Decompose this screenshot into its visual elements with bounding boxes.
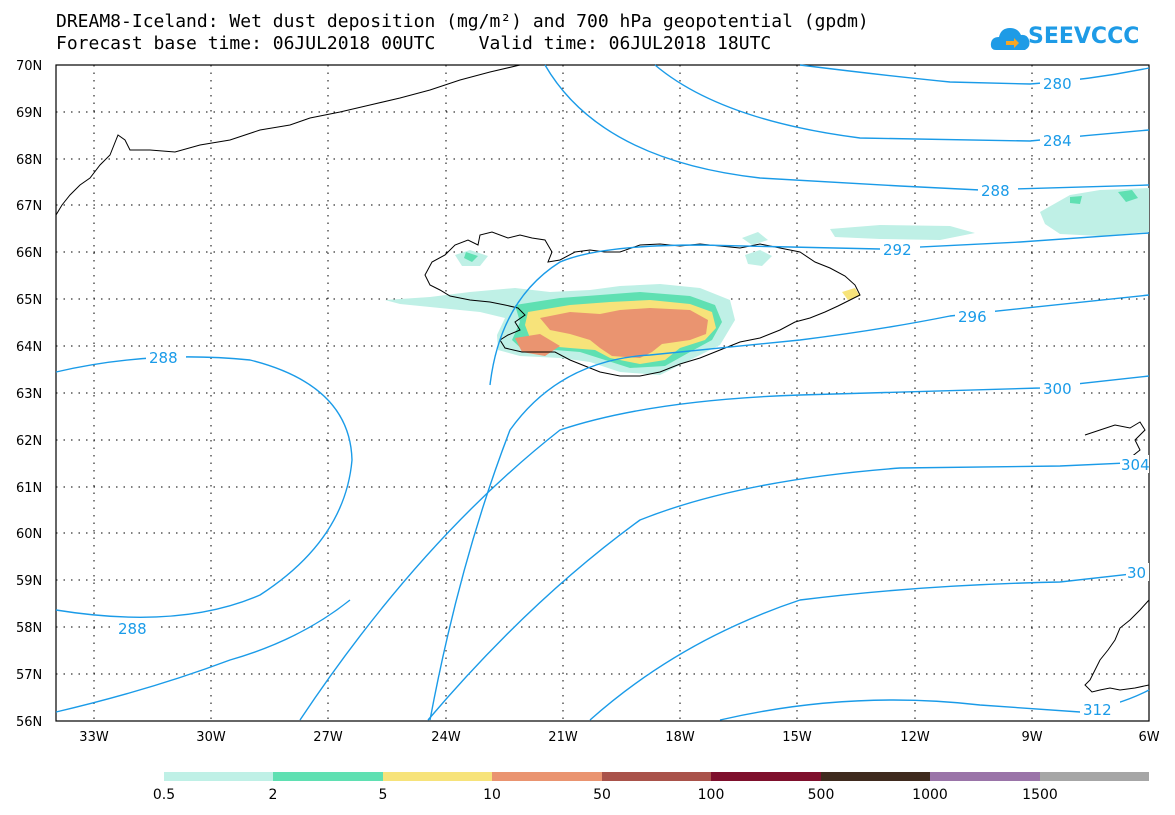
contour-label-288-south: 288 (118, 620, 147, 638)
greenland-coast (55, 64, 521, 216)
legend-label: 1000 (912, 787, 948, 803)
lat-label: 65N (16, 293, 42, 308)
dust-area-light-east (830, 225, 975, 240)
contour-label-288-west: 288 (149, 349, 178, 367)
contour-280 (799, 64, 1150, 85)
logo-text: SEEVCCC (1028, 24, 1140, 49)
legend-swatch (164, 772, 273, 781)
lon-label: 27W (313, 730, 343, 745)
legend-swatch (711, 772, 821, 781)
lon-label: 30W (196, 730, 226, 745)
lon-label: 33W (79, 730, 109, 745)
dust-area-green-ne2 (1070, 196, 1082, 204)
lat-label: 59N (16, 574, 42, 589)
lat-label: 63N (16, 387, 42, 402)
contour-288-north (544, 64, 1150, 191)
map-title: DREAM8-Iceland: Wet dust deposition (mg/… (56, 11, 869, 32)
dust-area-light-n2 (742, 232, 768, 245)
dust-deposition-shading (385, 188, 1149, 375)
iceland-coast (424, 231, 861, 377)
longitude-labels: 33W 30W 27W 24W 21W 18W 15W 12W 9W 6W (79, 730, 1159, 745)
cloud-icon (990, 28, 1030, 50)
dust-area-green-ne (1118, 190, 1138, 202)
lat-label: 70N (16, 59, 42, 74)
contour-296 (429, 294, 1150, 721)
lat-label: 60N (16, 527, 42, 542)
lon-label: 12W (900, 730, 930, 745)
legend-label: 1500 (1022, 787, 1058, 803)
contour-labels: 280 284 288 292 296 300 304 30 312 288 2… (115, 74, 1150, 719)
legend-label: 50 (593, 787, 611, 803)
lat-label: 57N (16, 668, 42, 683)
legend-label: 100 (697, 787, 725, 803)
legend-swatch (821, 772, 930, 781)
coastlines (55, 64, 1150, 693)
lat-label: 58N (16, 621, 42, 636)
contour-label-284: 284 (1043, 132, 1072, 150)
lat-label: 56N (16, 715, 42, 730)
legend-swatch (383, 772, 492, 781)
lon-label: 6W (1138, 730, 1159, 745)
lat-label: 69N (16, 106, 42, 121)
contour-label-300: 300 (1043, 380, 1072, 398)
contour-304 (427, 461, 1150, 721)
legend-label: 0.5 (152, 787, 176, 803)
contour-288-southwest (55, 599, 351, 713)
dust-area-green-nw (464, 252, 478, 262)
dust-area-orange (540, 308, 708, 358)
lat-label: 66N (16, 246, 42, 261)
contour-label-288-north: 288 (981, 182, 1010, 200)
logo (990, 28, 1030, 50)
lat-label: 61N (16, 481, 42, 496)
lon-label: 24W (431, 730, 461, 745)
dust-area-orange-sw (515, 334, 560, 356)
contour-label-292: 292 (883, 241, 912, 259)
lon-label: 21W (548, 730, 578, 745)
contour-308 (589, 571, 1150, 721)
britain-coast (1084, 599, 1150, 693)
legend-swatch (492, 772, 602, 781)
contour-label-280: 280 (1043, 75, 1072, 93)
lon-label: 9W (1021, 730, 1042, 745)
contour-label-312: 312 (1083, 701, 1112, 719)
contour-label-308: 30 (1127, 564, 1146, 582)
legend-swatch (602, 772, 711, 781)
legend-label: 5 (378, 787, 388, 803)
lon-label: 15W (782, 730, 812, 745)
legend-swatch (1040, 772, 1149, 781)
contour-300 (299, 375, 1150, 721)
contour-label-296: 296 (958, 308, 987, 326)
legend-label: 2 (268, 787, 278, 803)
legend-label: 500 (807, 787, 835, 803)
legend-swatch (930, 772, 1040, 781)
scotland-coast (1084, 421, 1146, 466)
latitude-labels: 70N 69N 68N 67N 66N 65N 64N 63N 62N 61N … (16, 59, 42, 730)
contour-284 (654, 64, 1150, 142)
contour-label-304: 304 (1121, 456, 1150, 474)
geopotential-contours (55, 64, 1150, 721)
lat-label: 64N (16, 340, 42, 355)
legend-swatch (273, 772, 383, 781)
map-subtitle: Forecast base time: 06JUL2018 00UTC Vali… (56, 33, 772, 54)
contour-292 (489, 232, 1150, 386)
dust-area-light-n (745, 250, 772, 266)
lon-label: 18W (665, 730, 695, 745)
legend-label: 10 (483, 787, 501, 803)
lat-label: 68N (16, 153, 42, 168)
map-frame (55, 64, 1150, 722)
dust-area-light-ne (1040, 188, 1149, 236)
lat-label: 62N (16, 434, 42, 449)
lat-label: 67N (16, 199, 42, 214)
